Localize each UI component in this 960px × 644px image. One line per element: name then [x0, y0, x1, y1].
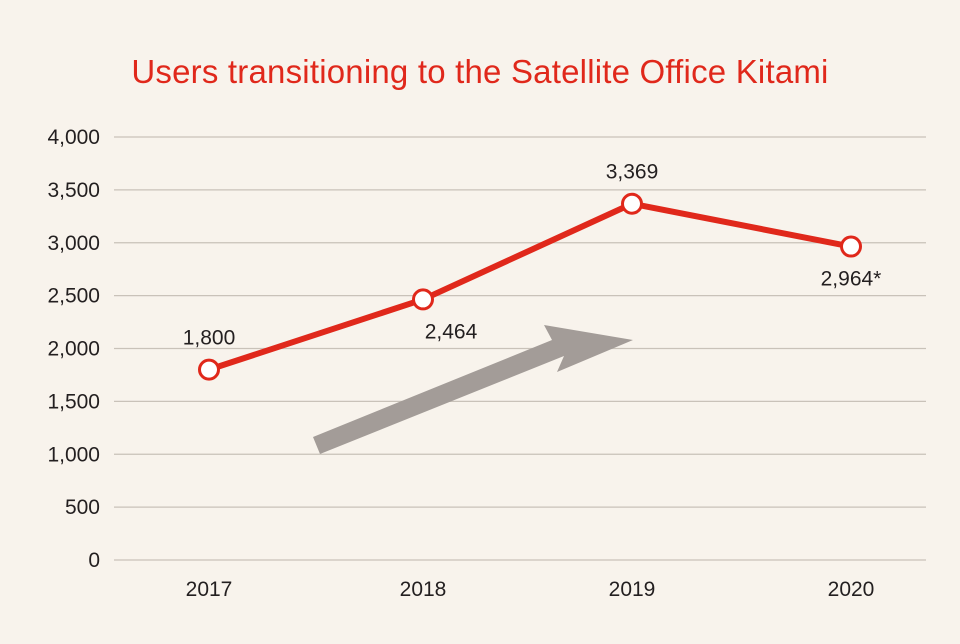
data-label: 2,464	[425, 320, 478, 343]
gridlines	[114, 136, 926, 561]
y-tick-label: 2,000	[47, 338, 100, 361]
data-label: 2,964*	[821, 268, 882, 291]
y-tick-label: 1,000	[47, 443, 100, 466]
y-axis-labels: 0 500 1,000 1,500 2,000 2,500 3,000 3,500 4,000	[47, 126, 100, 572]
y-tick-label: 3,500	[47, 179, 100, 202]
x-tick-label: 2018	[400, 578, 447, 601]
x-tick-label: 2017	[186, 578, 233, 601]
data-label: 1,800	[183, 327, 236, 350]
x-tick-label: 2019	[609, 578, 656, 601]
x-axis-labels: 2017 2018 2019 2020	[186, 578, 875, 601]
y-tick-label: 4,000	[47, 126, 100, 149]
data-point	[412, 288, 434, 311]
y-tick-label: 0	[88, 549, 100, 572]
y-tick-label: 2,500	[47, 285, 100, 308]
trend-arrow	[313, 325, 633, 454]
series-line	[206, 200, 854, 373]
y-tick-label: 3,000	[47, 232, 100, 255]
series-layer	[198, 192, 862, 381]
y-tick-label: 1,500	[47, 390, 100, 413]
data-point	[198, 358, 220, 381]
data-label: 3,369	[606, 161, 659, 184]
data-point	[621, 192, 643, 215]
y-tick-label: 500	[65, 496, 100, 519]
chart-title: Users transitioning to the Satellite Off…	[131, 53, 829, 90]
x-tick-label: 2020	[828, 578, 875, 601]
trend-arrow-layer	[313, 325, 633, 454]
data-labels: 1,800 2,464 3,369 2,964*	[183, 161, 882, 350]
data-point	[840, 235, 862, 258]
